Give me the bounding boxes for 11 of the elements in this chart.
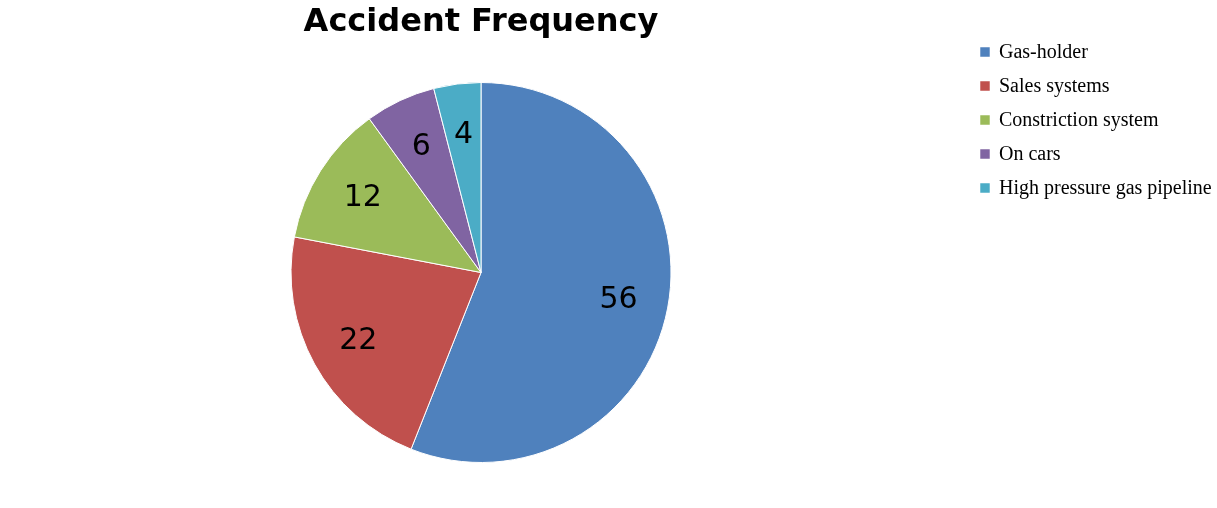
data-label: 12 <box>343 178 382 214</box>
chart-title: Accident Frequency <box>303 1 659 39</box>
legend-label: On cars <box>999 142 1061 164</box>
legend-label: Gas-holder <box>999 40 1089 62</box>
data-label: 56 <box>599 279 638 315</box>
legend-label: Sales systems <box>999 74 1110 97</box>
legend-label: High pressure gas pipeline <box>999 176 1212 199</box>
data-label: 6 <box>411 126 431 162</box>
legend-label: Constriction system <box>999 108 1159 131</box>
data-label: 22 <box>339 320 378 356</box>
data-label: 4 <box>453 114 473 150</box>
